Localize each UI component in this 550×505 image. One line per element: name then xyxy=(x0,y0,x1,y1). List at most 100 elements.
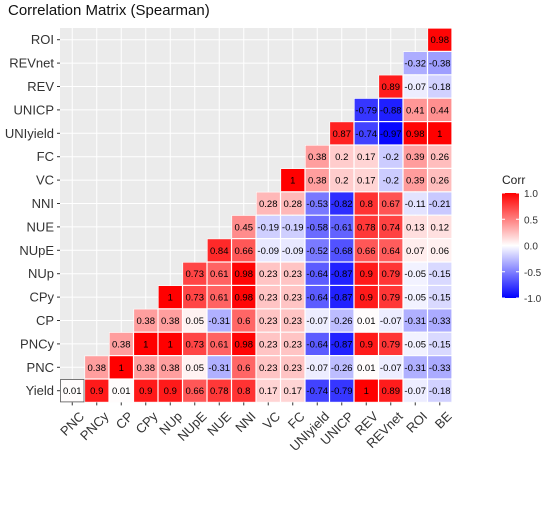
heatmap-cell xyxy=(280,285,305,309)
legend-title: Corr xyxy=(502,173,525,187)
cell-value-label: -0.07 xyxy=(306,316,328,327)
y-tick-label: Yield xyxy=(26,383,54,398)
heatmap-cell xyxy=(280,308,305,333)
heatmap-cell xyxy=(255,332,281,356)
cell-value-label: 0.23 xyxy=(284,316,303,327)
heatmap-cell xyxy=(329,168,354,192)
cell-value-label: 0.89 xyxy=(382,386,401,397)
heatmap-cell xyxy=(427,332,452,356)
heatmap-cell xyxy=(182,378,208,403)
cell-value-label: -0.79 xyxy=(355,105,377,116)
heatmap-cell xyxy=(304,332,330,356)
cell-value-label: 0.79 xyxy=(382,339,401,350)
cell-value-label: -0.87 xyxy=(331,269,353,280)
cell-value-label: -0.09 xyxy=(282,246,304,257)
heatmap-cell xyxy=(353,191,379,216)
heatmap-cell xyxy=(133,378,159,403)
cell-value-label: 0.87 xyxy=(333,129,352,140)
y-tick-label: UNICP xyxy=(14,102,54,117)
heatmap-cell xyxy=(427,285,452,309)
cell-value-label: 0.84 xyxy=(210,246,229,257)
heatmap-cell xyxy=(378,332,403,356)
heatmap-cell xyxy=(231,355,257,379)
heatmap-cell xyxy=(207,332,232,356)
cell-value-label: 0.67 xyxy=(382,199,401,210)
cell-value-label: 0.9 xyxy=(164,386,177,397)
heatmap-cell xyxy=(158,378,183,403)
heatmap-cell xyxy=(427,74,452,99)
heatmap-cell xyxy=(353,285,379,309)
y-tick-label: ROI xyxy=(31,32,54,47)
cell-value-label: -0.31 xyxy=(404,363,426,374)
heatmap-cell xyxy=(158,332,183,356)
cell-value-label: 0.66 xyxy=(186,386,205,397)
heatmap-cell xyxy=(207,285,232,309)
heatmap-cell xyxy=(329,285,354,309)
cell-value-label: 0.06 xyxy=(431,246,450,257)
cell-value-label: 0.38 xyxy=(137,316,156,327)
cell-value-label: -0.61 xyxy=(331,222,353,233)
heatmap-cell xyxy=(402,215,428,239)
cell-value-label: 0.44 xyxy=(431,105,450,116)
cell-value-label: 1 xyxy=(364,386,369,397)
heatmap-cell xyxy=(402,51,428,75)
heatmap-cell xyxy=(158,308,183,333)
cell-value-label: 0.01 xyxy=(357,363,376,374)
heatmap-cell xyxy=(84,355,110,379)
cell-value-label: 1 xyxy=(168,339,173,350)
heatmap-cell xyxy=(255,238,281,262)
y-tick-label: UNIyield xyxy=(5,126,54,141)
cell-value-label: 0.38 xyxy=(308,152,327,163)
heatmap-cell xyxy=(427,355,452,379)
cell-value-label: 0.41 xyxy=(406,105,425,116)
cell-value-label: 0.2 xyxy=(335,152,348,163)
y-tick-label: NUpE xyxy=(19,243,54,258)
color-legend: Corr 1.0 0.5 0.0 -0.5 -1.0 xyxy=(502,173,542,305)
heatmap-cell xyxy=(280,378,305,403)
cell-value-label: 0.23 xyxy=(284,339,303,350)
cell-value-label: -0.31 xyxy=(404,316,426,327)
cell-value-label: -0.31 xyxy=(208,316,230,327)
cell-value-label: 0.61 xyxy=(210,293,229,304)
heatmap-cell xyxy=(427,51,452,75)
heatmap-cell xyxy=(255,378,281,403)
cell-value-label: -0.2 xyxy=(383,176,399,187)
heatmap-cell xyxy=(402,238,428,262)
heatmap-cell xyxy=(329,121,354,146)
cell-value-label: 0.39 xyxy=(406,152,425,163)
heatmap-cell xyxy=(353,308,379,333)
cell-value-label: 0.6 xyxy=(237,316,250,327)
heatmap-cell xyxy=(231,261,257,286)
cell-value-label: 0.39 xyxy=(406,176,425,187)
heatmap-cell xyxy=(402,285,428,309)
cell-value-label: 0.12 xyxy=(431,222,450,233)
cell-value-label: 0.73 xyxy=(186,339,205,350)
heatmap-cell xyxy=(109,332,134,356)
x-tick-label: BE xyxy=(432,408,455,431)
legend-colorbar xyxy=(502,193,519,298)
cell-value-label: -0.07 xyxy=(380,316,402,327)
cell-value-label: -0.87 xyxy=(331,293,353,304)
heatmap-cell xyxy=(255,215,281,239)
cell-value-label: 0.23 xyxy=(259,269,278,280)
cell-value-label: 0.89 xyxy=(382,82,401,93)
cell-value-label: 0.01 xyxy=(112,386,131,397)
cell-value-label: -0.19 xyxy=(257,222,279,233)
heatmap-cell xyxy=(329,238,354,262)
heatmap-cell xyxy=(280,168,305,192)
cell-value-label: -0.05 xyxy=(404,269,426,280)
cell-value-label: -0.64 xyxy=(306,339,328,350)
heatmap-cell xyxy=(378,261,403,286)
cell-value-label: 0.98 xyxy=(235,339,254,350)
heatmap-cell xyxy=(231,238,257,262)
heatmap-cell xyxy=(182,332,208,356)
cell-value-label: 0.38 xyxy=(137,363,156,374)
cell-value-label: 0.9 xyxy=(90,386,103,397)
heatmap-cell xyxy=(207,355,232,379)
cell-value-label: -0.26 xyxy=(331,316,353,327)
cell-value-label: 0.38 xyxy=(112,339,131,350)
heatmap-cell xyxy=(280,215,305,239)
heatmap-cell xyxy=(255,285,281,309)
